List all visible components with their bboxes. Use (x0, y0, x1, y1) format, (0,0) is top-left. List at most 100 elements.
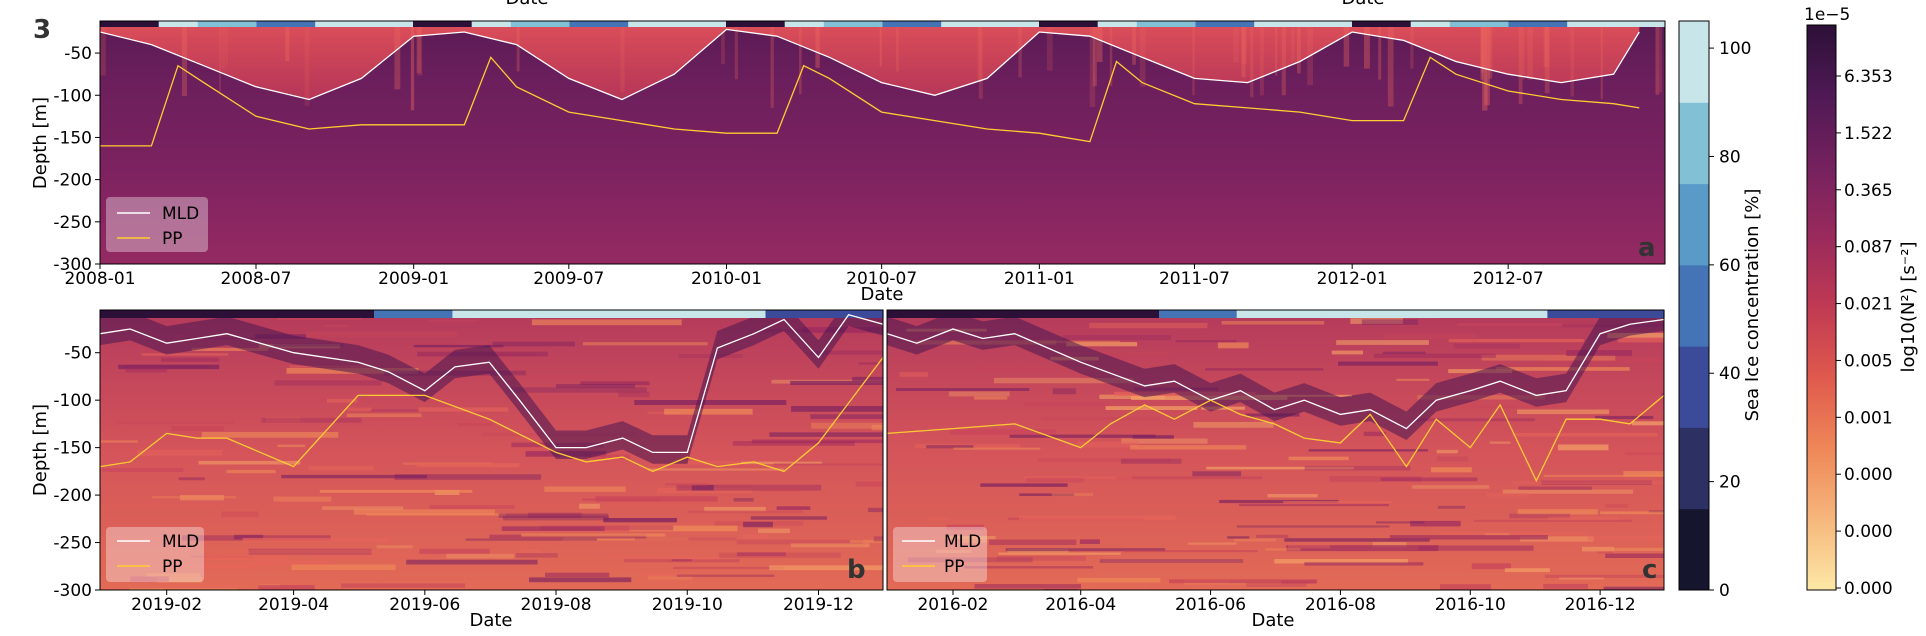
panel-c-ice-segment (1392, 310, 1403, 318)
panel-c-ice-segment (1586, 310, 1597, 318)
panel-c-ice-segment (1110, 310, 1121, 318)
panel-c-ice-segment (964, 310, 975, 318)
panel-c-texture-stripe (1512, 433, 1658, 437)
panel-c-texture-stripe (1284, 538, 1430, 542)
panel-c-texture-stripe (961, 538, 988, 543)
panel-b-ice-segment (246, 310, 258, 318)
panel-a-texture-streak (100, 21, 106, 76)
panel-b-texture-stripe (742, 534, 770, 539)
panel-c-texture-stripe (1089, 322, 1208, 329)
panel-c-ice-segment (1634, 310, 1646, 318)
panel-c-texture-stripe (974, 396, 1008, 400)
panel-b-ice-segment (148, 310, 160, 318)
panel-c-texture-stripe (1130, 445, 1247, 450)
panel-b-ice-segment (325, 310, 336, 318)
panel-b-texture-stripe (308, 466, 374, 471)
panel-a-texture-streak (394, 21, 401, 90)
panel-c-texture-stripe (1336, 340, 1429, 345)
panel-b-texture-stripe (769, 565, 883, 571)
panel-a-lines (100, 28, 1640, 147)
panel-b-ytick-label: -150 (53, 439, 92, 459)
panel-c-texture-stripe (1470, 405, 1559, 408)
panel-b-texture-stripe (592, 454, 631, 460)
panel-b-texture-stripe (221, 511, 259, 518)
panel-c-texture-stripe (1625, 452, 1664, 456)
n2-colorbar-tick-label: 0.001 (1844, 408, 1893, 428)
panel-b-texture-stripe (458, 423, 493, 427)
panel-b-texture-stripe (319, 489, 473, 493)
panel-b-ice-segment (873, 310, 884, 318)
panel-b-stratified-band (100, 310, 883, 464)
panel-a-texture-streak (1139, 21, 1146, 87)
panel-c-texture-stripe (1304, 562, 1424, 566)
panel-a-ice-segment (256, 21, 277, 27)
panel-c-texture-stripe (1617, 337, 1664, 343)
panel-a-texture-streak (225, 21, 228, 66)
panel-a-xtick-label: 2008-07 (220, 269, 291, 289)
panel-a-ice-segment (1488, 21, 1510, 27)
panel-b-texture-stripe (406, 559, 538, 565)
panel-a-ytick-label: -300 (53, 255, 92, 275)
panel-a-texture-streak (1192, 21, 1195, 96)
panel-a-ice-segment (843, 21, 864, 27)
sea-ice-colorbar: 0 20 40 60 80 100 Sea Ice concentration [%] (1678, 20, 1763, 601)
panel-c-x-axis: 2016-02 2016-04 2016-06 2016-08 2016-10 2016-… (917, 590, 1636, 615)
panel-c-legend-pp: PP (944, 557, 965, 577)
panel-c-ice-segment (1071, 310, 1082, 318)
panel-b-texture-stripe (855, 481, 883, 487)
sea-ice-colorbar-frame (1678, 20, 1710, 591)
sea-ice-colorbar-segment (1679, 21, 1709, 103)
panel-b-texture-stripe (258, 585, 315, 590)
panel-b-ice-segment (413, 310, 424, 318)
panel-a-frame (99, 20, 1666, 265)
panel-b-series-mld (100, 313, 883, 454)
panel-a-texture-streak (770, 21, 774, 108)
panel-c-ice-segment (887, 310, 898, 318)
panel-b-texture-stripe (790, 380, 883, 385)
panel-c-ice-segment (925, 310, 937, 318)
panel-b-texture-stripe (582, 498, 660, 501)
panel-a-ice-segment (1097, 21, 1118, 27)
panel-c-ice-segment (1236, 310, 1247, 318)
panel-b-ice-segment (276, 310, 287, 318)
panel-b-legend-pp: PP (162, 557, 183, 577)
panel-b-texture-stripe (858, 362, 883, 365)
panel-b-texture-stripe (521, 548, 542, 555)
panel-c-ice-segment (1644, 310, 1655, 318)
n2-colorbar-offset: 1e−5 (1804, 5, 1850, 25)
panel-b-texture-stripe (563, 537, 689, 541)
panel-c-texture-stripe (1005, 548, 1166, 552)
n2-colorbar-tick-label: 1.522 (1844, 124, 1893, 144)
panel-a-ice-segment (1234, 21, 1255, 27)
panel-a-xtick-label: 2010-01 (691, 269, 762, 289)
panel-c-texture-stripe (1509, 513, 1571, 519)
panel-b-texture-stripe (219, 549, 376, 554)
panel-c-ice-segment (1032, 310, 1043, 318)
panel-b-ytick-label: -200 (53, 486, 92, 506)
panel-b-texture-stripe (198, 460, 301, 465)
panel-c-texture-stripe (1246, 582, 1307, 587)
sea-ice-colorbar-tick-label: 60 (1719, 256, 1741, 276)
panel-c-ice-segment (1246, 310, 1257, 318)
panel-c-texture-stripe (1066, 342, 1138, 347)
panel-b-ice-segment (100, 310, 111, 318)
panel-b-ytick-label: -300 (53, 581, 92, 601)
panel-c-texture-stripe (1486, 493, 1530, 497)
panel-c-texture-stripe (1025, 478, 1085, 483)
panel-b-texture-stripe (647, 468, 785, 471)
panel-b-texture-stripe (773, 463, 883, 466)
panel-c-texture-stripe (1489, 441, 1511, 444)
panel-b-ice-segment (667, 310, 679, 318)
panel-b-texture-stripe (327, 398, 358, 403)
panel-b-texture-stripe (366, 513, 506, 516)
panel-b-ice-segment (266, 310, 277, 318)
panel-b-ice-segment (657, 310, 669, 318)
panel-c-texture-stripe (1613, 547, 1664, 554)
panel-c-texture-stripe (1504, 568, 1550, 573)
panel-c-texture-stripe (1205, 368, 1324, 371)
panel-c-texture-stripe (964, 566, 1094, 569)
sea-ice-colorbar-tick-label: 0 (1719, 581, 1730, 601)
panel-b-ice-segment (560, 310, 571, 318)
panel-b-ice-segment (736, 310, 747, 318)
panel-b-texture-stripe (489, 353, 536, 356)
